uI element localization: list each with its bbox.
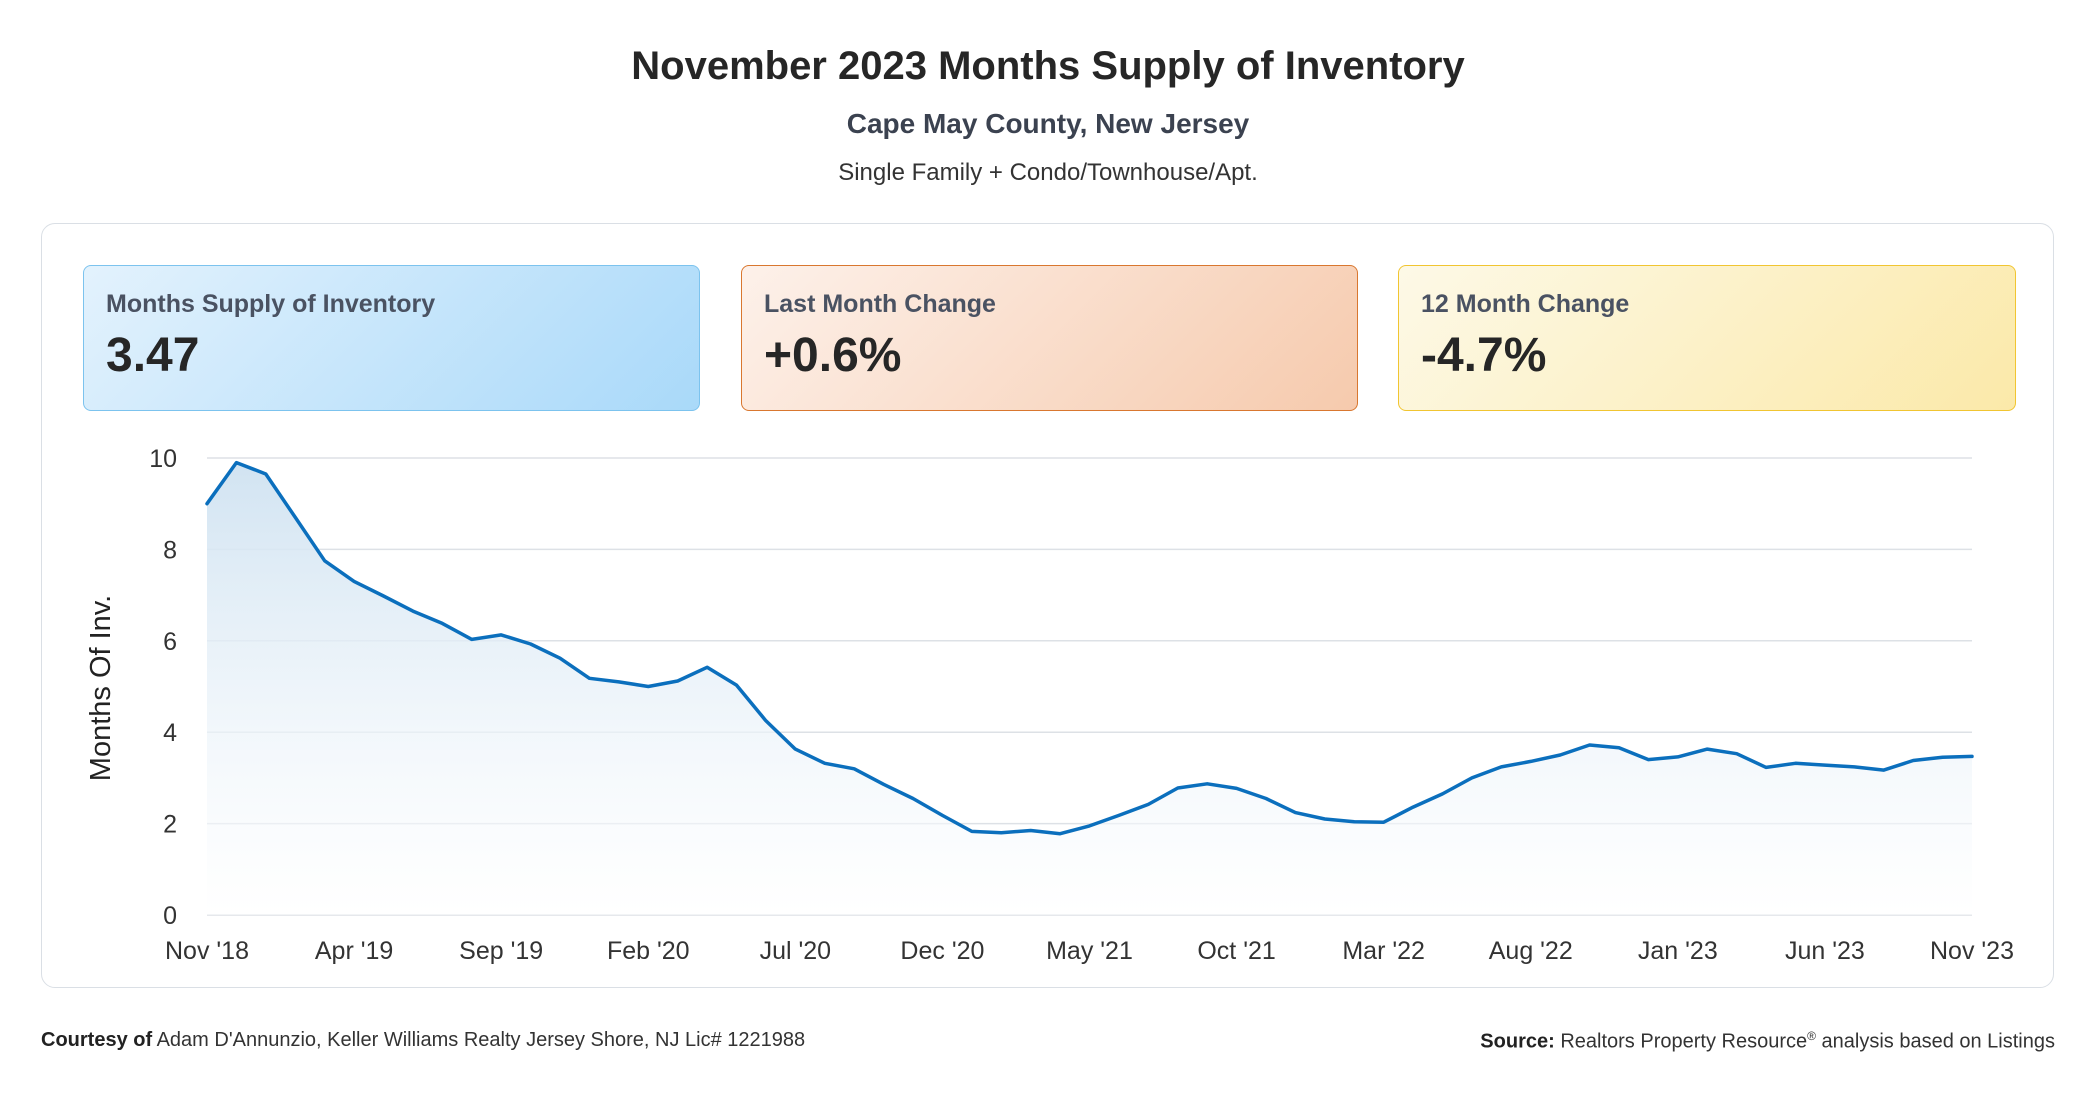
- source-suffix: analysis based on Listings: [1821, 1030, 2055, 1053]
- x-tick-label: Jun '23: [1785, 937, 1865, 965]
- inventory-area: [207, 462, 1972, 915]
- last-month-change-label: Last Month Change: [764, 290, 996, 318]
- x-tick-label: Nov '23: [1930, 937, 2014, 965]
- property-segment: Single Family + Condo/Townhouse/Apt.: [838, 159, 1258, 186]
- courtesy-footer: Courtesy of Adam D'Annunzio, Keller Will…: [41, 1029, 805, 1052]
- inventory-line: [205, 460, 1974, 836]
- twelve-month-change-value: -4.7%: [1421, 329, 1547, 382]
- inventory-chart: 0 2 4 6 8 10 Nov '18 Apr '19 Sep '19 Feb '20 Jul …: [85, 445, 2014, 965]
- x-tick-label: Aug '22: [1489, 937, 1573, 965]
- courtesy-label: Courtesy of: [41, 1029, 153, 1051]
- last-month-change-card: Last Month Change +0.6%: [741, 265, 1358, 411]
- x-tick-label: Nov '18: [165, 937, 249, 965]
- months-supply-card: Months Supply of Inventory 3.47: [83, 265, 700, 411]
- chart-title: November 2023 Months Supply of Inventory: [631, 44, 1465, 88]
- twelve-month-change-card: 12 Month Change -4.7%: [1398, 265, 2016, 411]
- x-tick-label: Jan '23: [1638, 937, 1718, 965]
- x-tick-label: Jul '20: [760, 937, 831, 965]
- source-footer: Source: Realtors Property Resource® anal…: [1480, 1029, 2055, 1054]
- twelve-month-change-label: 12 Month Change: [1421, 290, 1630, 318]
- y-tick-label: 2: [163, 811, 177, 839]
- x-tick-label: May '21: [1046, 937, 1133, 965]
- y-axis-label: Months Of Inv.: [85, 595, 117, 781]
- y-tick-label: 6: [163, 628, 177, 656]
- source-text: Realtors Property Resource: [1560, 1030, 1808, 1053]
- months-supply-label: Months Supply of Inventory: [106, 290, 436, 318]
- x-tick-label: Oct '21: [1197, 937, 1275, 965]
- registered-mark: ®: [1807, 1029, 1816, 1043]
- x-tick-label: Sep '19: [459, 937, 543, 965]
- x-tick-label: Feb '20: [607, 937, 690, 965]
- y-tick-label: 10: [149, 445, 177, 473]
- months-supply-value: 3.47: [106, 329, 200, 382]
- y-tick-label: 4: [163, 719, 177, 747]
- courtesy-text: Adam D'Annunzio, Keller Williams Realty …: [156, 1029, 806, 1051]
- y-tick-label: 0: [163, 902, 177, 930]
- last-month-change-value: +0.6%: [764, 329, 902, 382]
- x-tick-label: Mar '22: [1342, 937, 1425, 965]
- chart-subtitle: Cape May County, New Jersey: [846, 108, 1250, 139]
- x-tick-label: Apr '19: [315, 937, 393, 965]
- y-tick-label: 8: [163, 536, 177, 564]
- source-label: Source:: [1480, 1030, 1555, 1053]
- x-tick-label: Dec '20: [900, 937, 984, 965]
